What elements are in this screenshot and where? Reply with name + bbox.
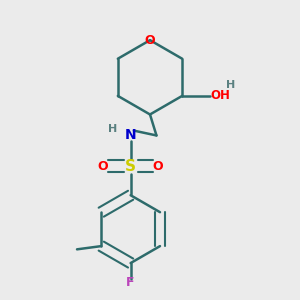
- Text: F: F: [126, 276, 135, 289]
- Text: N: N: [125, 128, 136, 142]
- Text: O: O: [98, 160, 109, 173]
- Text: O: O: [153, 160, 164, 173]
- Text: H: H: [108, 124, 118, 134]
- Text: H: H: [226, 80, 235, 90]
- Text: O: O: [145, 34, 155, 47]
- Text: S: S: [125, 159, 136, 174]
- Text: OH: OH: [211, 89, 230, 102]
